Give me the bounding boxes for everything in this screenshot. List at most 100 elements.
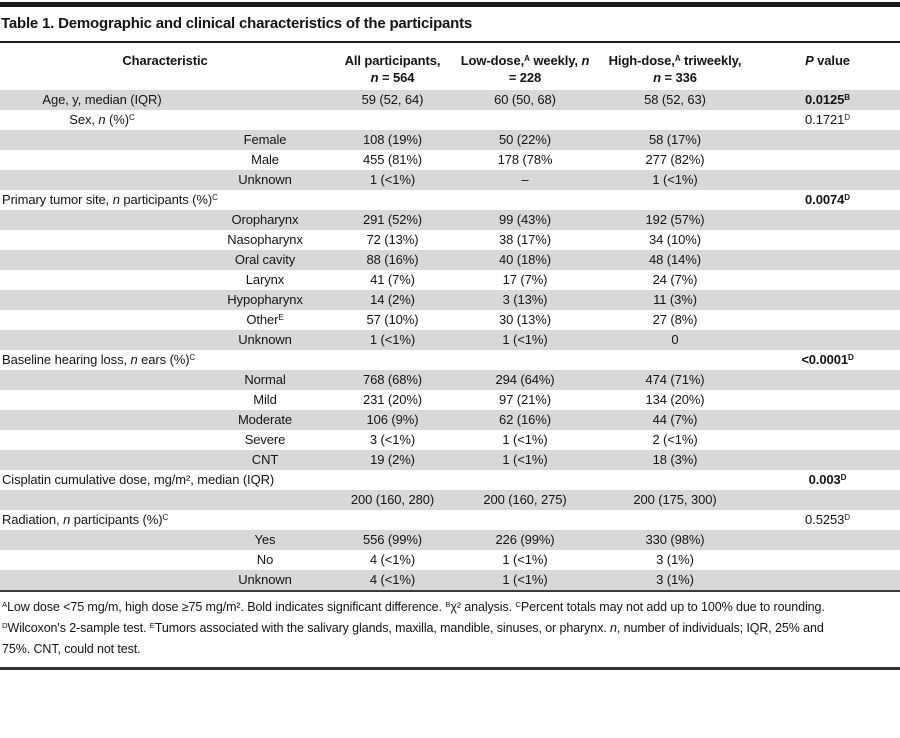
characteristic-cell: Age, y, median (IQR) bbox=[42, 92, 162, 107]
p-value-cell bbox=[755, 130, 900, 150]
value-cell: 1 (<1%) bbox=[502, 572, 548, 587]
table-row: Larynx 41 (7%) 17 (7%) 24 (7%) bbox=[0, 270, 900, 290]
value-cell: 1 (<1%) bbox=[502, 452, 548, 467]
value-cell: 200 (160, 275) bbox=[483, 492, 567, 507]
value-cell: 57 (10%) bbox=[366, 312, 419, 327]
table-row: Mild 231 (20%) 97 (21%) 134 (20%) bbox=[0, 390, 900, 410]
value-cell: 62 (16%) bbox=[499, 412, 551, 427]
value-cell: 106 (9%) bbox=[366, 412, 419, 427]
table-row: OtherE 57 (10%) 30 (13%) 27 (8%) bbox=[0, 310, 900, 330]
table-row: Normal 768 (68%) 294 (64%) 474 (71%) bbox=[0, 370, 900, 390]
value-cell bbox=[455, 470, 595, 490]
value-cell: 60 (50, 68) bbox=[494, 92, 556, 107]
value-cell: 48 (14%) bbox=[649, 252, 701, 267]
value-cell: 294 (64%) bbox=[495, 372, 555, 387]
characteristic-cell: Hypopharynx bbox=[227, 292, 303, 307]
value-cell bbox=[330, 510, 455, 530]
table-row: Unknown 1 (<1%) 1 (<1%) 0 bbox=[0, 330, 900, 350]
value-cell: 11 (3%) bbox=[653, 292, 697, 307]
table-row: Sex, n (%)C 0.1721D bbox=[0, 110, 900, 130]
characteristic-cell: Unknown bbox=[238, 572, 292, 587]
p-value-cell: <0.0001D bbox=[801, 352, 854, 367]
p-value-cell bbox=[755, 430, 900, 450]
value-cell: 19 (2%) bbox=[370, 452, 415, 467]
value-cell: 4 (<1%) bbox=[369, 552, 416, 567]
value-cell: 3 (13%) bbox=[502, 292, 548, 307]
table-body: Age, y, median (IQR) 59 (52, 64) 60 (50, 6… bbox=[0, 90, 900, 590]
table-row: 200 (160, 280) 200 (160, 275) 200 (175, 30… bbox=[0, 490, 900, 510]
value-cell bbox=[455, 350, 595, 370]
value-cell: 2 (<1%) bbox=[652, 432, 698, 447]
table-row: Unknown 4 (<1%) 1 (<1%) 3 (1%) bbox=[0, 570, 900, 590]
value-cell: 134 (20%) bbox=[645, 392, 705, 407]
characteristic-cell: Mild bbox=[253, 392, 277, 407]
value-cell: 58 (52, 63) bbox=[644, 92, 706, 107]
characteristic-cell: CNT bbox=[251, 452, 279, 467]
table-row: Female 108 (19%) 50 (22%) 58 (17%) bbox=[0, 130, 900, 150]
value-cell bbox=[455, 510, 595, 530]
value-cell: 17 (7%) bbox=[502, 272, 548, 287]
table-row: No 4 (<1%) 1 (<1%) 3 (1%) bbox=[0, 550, 900, 570]
table-row: Moderate 106 (9%) 62 (16%) 44 (7%) bbox=[0, 410, 900, 430]
p-value-cell bbox=[755, 270, 900, 290]
p-value-cell: 0.5253D bbox=[805, 512, 850, 527]
value-cell bbox=[595, 510, 755, 530]
value-cell: 200 (175, 300) bbox=[633, 492, 717, 507]
value-cell: 97 (21%) bbox=[499, 392, 551, 407]
table-row: Oropharynx 291 (52%) 99 (43%) 192 (57%) bbox=[0, 210, 900, 230]
characteristic-cell: Female bbox=[243, 132, 287, 147]
value-cell: 556 (99%) bbox=[362, 532, 423, 547]
value-cell: 24 (7%) bbox=[652, 272, 698, 287]
value-cell: 3 (1%) bbox=[656, 572, 694, 587]
value-cell: 277 (82%) bbox=[645, 152, 705, 167]
value-cell: 34 (10%) bbox=[649, 232, 701, 247]
characteristic-cell: Normal bbox=[244, 372, 286, 387]
value-cell: 1 (<1%) bbox=[502, 552, 548, 567]
column-header-all-participants: All participants, n = 564 bbox=[344, 53, 441, 85]
table-row: Hypopharynx 14 (2%) 3 (13%) 11 (3%) bbox=[0, 290, 900, 310]
value-cell: 291 (52%) bbox=[362, 212, 423, 227]
characteristic-cell: Moderate bbox=[237, 412, 293, 427]
footnote-line: 75%. CNT, could not test. bbox=[2, 641, 141, 656]
value-cell: 99 (43%) bbox=[499, 212, 551, 227]
value-cell: 108 (19%) bbox=[362, 132, 423, 147]
characteristic-cell: Unknown bbox=[238, 332, 292, 347]
value-cell: – bbox=[521, 172, 529, 187]
value-cell: 1 (<1%) bbox=[652, 172, 698, 187]
value-cell: 768 (68%) bbox=[362, 372, 423, 387]
p-value-cell bbox=[755, 370, 900, 390]
value-cell bbox=[595, 190, 755, 210]
value-cell bbox=[595, 470, 755, 490]
characteristic-cell: Sex, n (%)C bbox=[69, 112, 135, 127]
value-cell: 72 (13%) bbox=[366, 232, 419, 247]
p-value-cell bbox=[755, 530, 900, 550]
p-value-cell bbox=[755, 390, 900, 410]
value-cell bbox=[330, 350, 455, 370]
p-value-cell: 0.1721D bbox=[805, 112, 850, 127]
p-value-cell bbox=[755, 210, 900, 230]
value-cell bbox=[455, 190, 595, 210]
footnote-line: ALow dose <75 mg/m, high dose ≥75 mg/m².… bbox=[2, 599, 825, 614]
value-cell: 192 (57%) bbox=[645, 212, 705, 227]
p-value-cell bbox=[755, 450, 900, 470]
table-row: Nasopharynx 72 (13%) 38 (17%) 34 (10%) bbox=[0, 230, 900, 250]
characteristic-cell: Cisplatin cumulative dose, mg/m², median… bbox=[2, 472, 275, 487]
p-value-cell bbox=[755, 290, 900, 310]
title-divider-rule bbox=[0, 40, 900, 43]
footnote-line: DWilcoxon's 2-sample test. ETumors assoc… bbox=[2, 620, 824, 635]
characteristic-cell: Oral cavity bbox=[234, 252, 296, 267]
characteristic-cell: Nasopharynx bbox=[227, 232, 303, 247]
p-value-cell: 0.0074D bbox=[805, 192, 850, 207]
value-cell: 50 (22%) bbox=[499, 132, 551, 147]
p-value-cell bbox=[755, 410, 900, 430]
table-row: Primary tumor site, n participants (%)C 0… bbox=[0, 190, 900, 210]
table-title: Table 1. Demographic and clinical charac… bbox=[1, 14, 473, 32]
value-cell: 4 (<1%) bbox=[369, 572, 416, 587]
characteristic-cell: Primary tumor site, n participants (%)C bbox=[2, 192, 218, 207]
value-cell: 38 (17%) bbox=[499, 232, 551, 247]
value-cell: 14 (2%) bbox=[370, 292, 415, 307]
value-cell: 3 (<1%) bbox=[369, 432, 416, 447]
characteristic-cell: Yes bbox=[254, 532, 276, 547]
value-cell: 200 (160, 280) bbox=[350, 492, 435, 507]
value-cell bbox=[330, 470, 455, 490]
